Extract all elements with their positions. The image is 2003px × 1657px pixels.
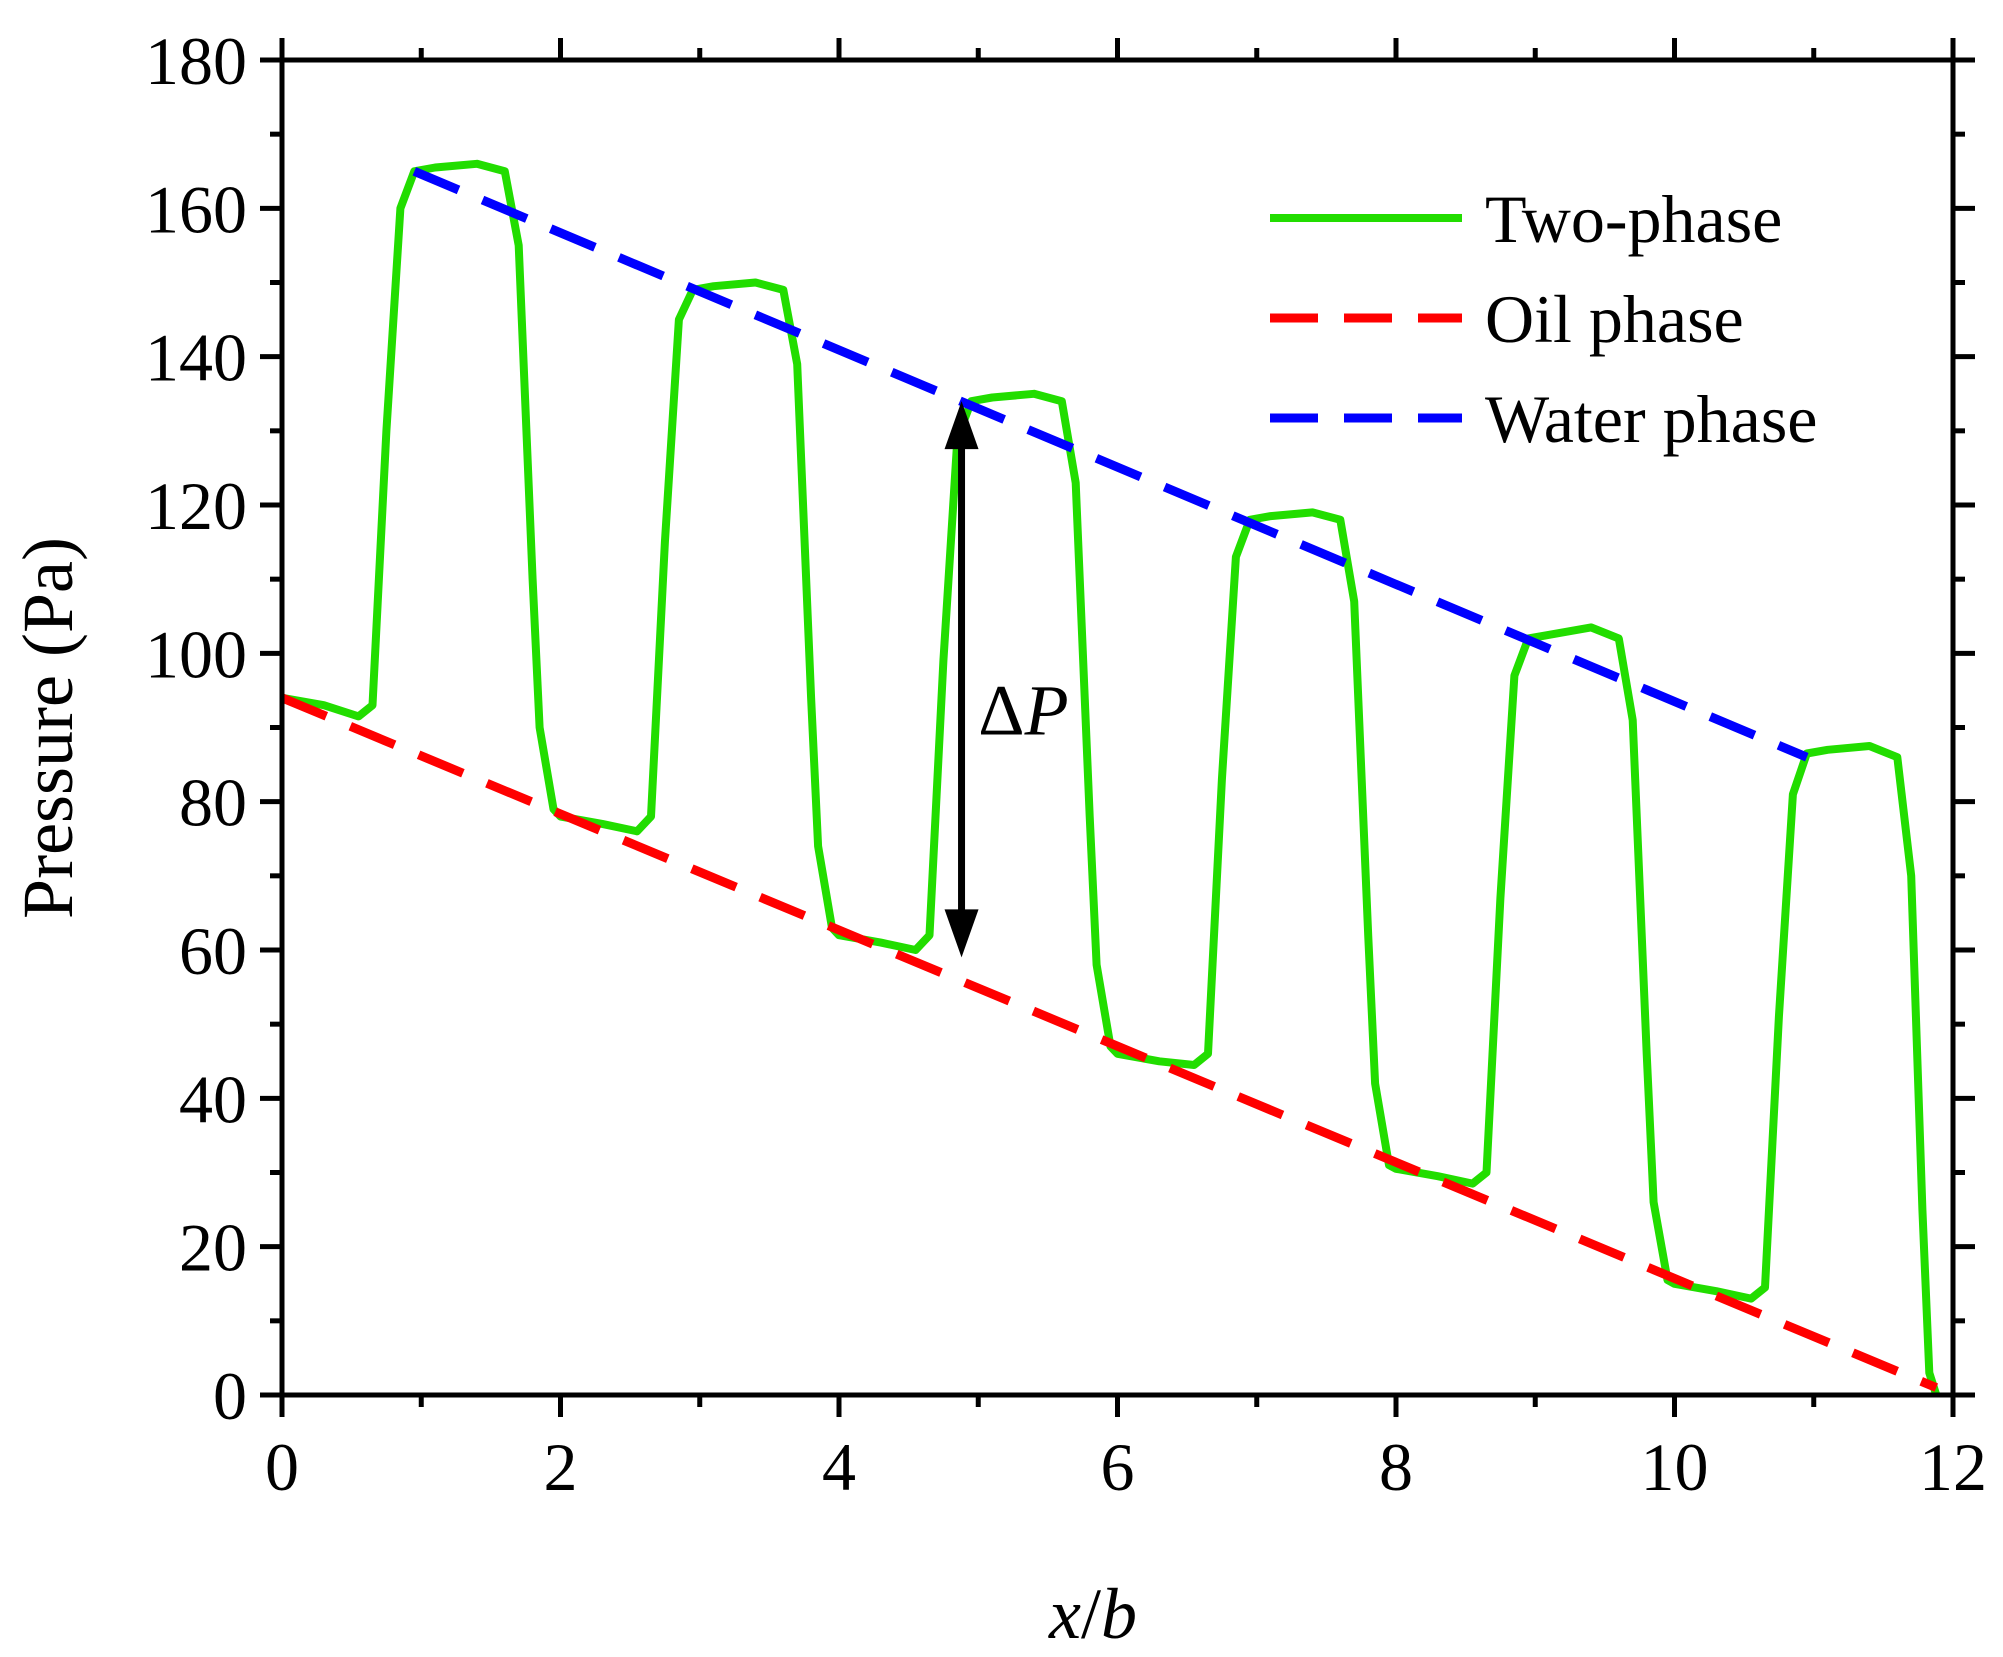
annotation-layer: ΔP bbox=[944, 401, 1069, 958]
plot-frame bbox=[279, 57, 1956, 1398]
legend: Two-phase Oil phase Water phase bbox=[1270, 181, 1817, 457]
x-tick-label: 4 bbox=[822, 1429, 856, 1505]
x-tick-label: 6 bbox=[1101, 1429, 1135, 1505]
x-tick-label: 0 bbox=[265, 1429, 299, 1505]
y-tick-label: 40 bbox=[179, 1061, 247, 1137]
y-tick-label: 140 bbox=[145, 320, 247, 396]
y-axis-label: Pressure (Pa) bbox=[8, 537, 88, 919]
delta-p-label-prefix: Δ bbox=[978, 671, 1024, 751]
delta-p-label: ΔP bbox=[978, 671, 1068, 751]
delta-p-arrow-head-bottom bbox=[944, 909, 979, 958]
legend-label-oil-phase: Oil phase bbox=[1485, 281, 1744, 357]
delta-p-arrow-head-top bbox=[944, 401, 979, 450]
y-tick-label: 120 bbox=[145, 468, 247, 544]
x-tick-label: 10 bbox=[1641, 1429, 1709, 1505]
x-axis-label-denominator: b bbox=[1101, 1574, 1137, 1654]
y-tick-label: 160 bbox=[145, 171, 247, 247]
x-tick-label: 2 bbox=[544, 1429, 578, 1505]
delta-p-label-symbol: P bbox=[1024, 671, 1069, 751]
series-layer bbox=[280, 159, 1941, 1397]
y-tick-label: 60 bbox=[179, 913, 247, 989]
x-axis-label-variable: x bbox=[1048, 1574, 1081, 1654]
x-axis-label-separator: / bbox=[1081, 1574, 1101, 1654]
y-tick-label: 20 bbox=[179, 1210, 247, 1286]
x-tick-label: 8 bbox=[1379, 1429, 1413, 1505]
legend-label-water-phase: Water phase bbox=[1485, 381, 1817, 457]
series-line-water-phase bbox=[412, 167, 1809, 762]
y-tick-label: 100 bbox=[145, 616, 247, 692]
series-line-oil-phase bbox=[280, 693, 1939, 1392]
x-tick-label: 12 bbox=[1919, 1429, 1987, 1505]
y-tick-label: 80 bbox=[179, 765, 247, 841]
y-tick-label: 0 bbox=[213, 1358, 247, 1434]
x-axis-label: x/b bbox=[1048, 1574, 1137, 1654]
legend-label-two-phase: Two-phase bbox=[1485, 181, 1782, 257]
y-tick-label: 180 bbox=[145, 23, 247, 99]
